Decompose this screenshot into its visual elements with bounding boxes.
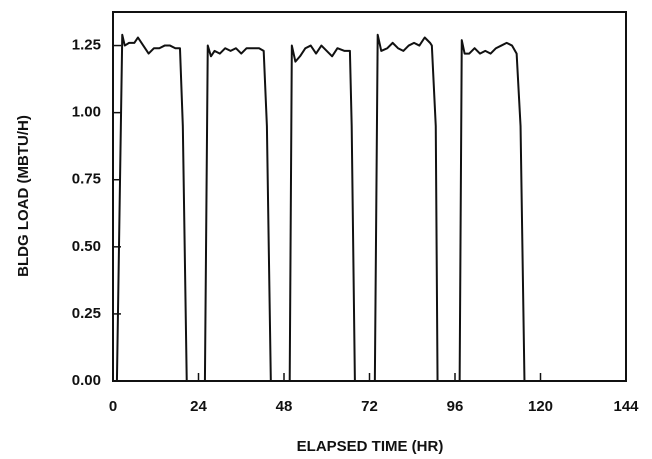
x-tick-label: 72	[361, 398, 378, 415]
plot-frame	[112, 11, 627, 382]
load-line	[113, 33, 526, 382]
x-tick-label: 48	[276, 398, 293, 415]
y-tick-label: 0.75	[72, 171, 101, 188]
x-tick-label: 24	[190, 398, 207, 415]
x-tick-label: 96	[447, 398, 464, 415]
y-tick-label: 0.25	[72, 305, 101, 322]
x-axis-label: ELAPSED TIME (HR)	[297, 438, 444, 455]
y-tick-label: 1.00	[72, 104, 101, 121]
x-tick-label: 120	[528, 398, 553, 415]
x-tick-label: 0	[109, 398, 117, 415]
y-tick-label: 1.25	[72, 37, 101, 54]
x-tick-label: 144	[613, 398, 639, 415]
y-tick-label: 0.00	[72, 372, 101, 389]
y-axis-label: BLDG LOAD (MBTU/H)	[15, 115, 32, 277]
y-tick-label: 0.50	[72, 238, 101, 255]
